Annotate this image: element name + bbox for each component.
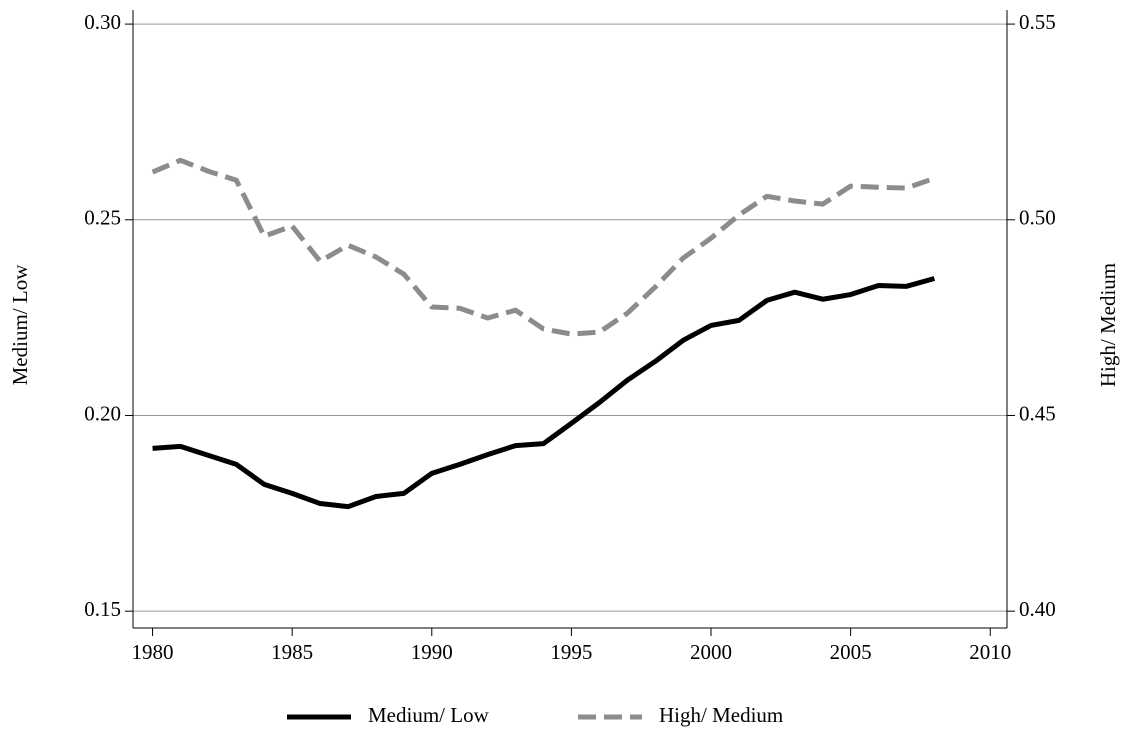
y2-axis-label: High/ Medium [1096, 263, 1120, 387]
x-tick-label: 1985 [271, 640, 313, 664]
x-tick-label: 2005 [830, 640, 872, 664]
x-tick-label: 1980 [132, 640, 174, 664]
y2-tick-label: 0.55 [1019, 10, 1056, 34]
y-tick-label: 0.25 [84, 206, 121, 230]
y-axis-label: Medium/ Low [8, 264, 32, 386]
data-line [152, 276, 936, 510]
x-tick-label: 1990 [411, 640, 453, 664]
y-tick-label: 0.20 [84, 401, 121, 425]
y-tick-label: 0.15 [84, 597, 121, 621]
x-tick-label: 2010 [969, 640, 1011, 664]
x-tick-label: 1995 [550, 640, 592, 664]
legend-label: High/ Medium [659, 703, 783, 727]
y2-tick-label: 0.50 [1019, 206, 1056, 230]
y2-tick-label: 0.40 [1019, 597, 1056, 621]
legend-label: Medium/ Low [368, 703, 490, 727]
y-tick-label: 0.30 [84, 10, 121, 34]
data-line [151, 157, 936, 337]
y2-tick-label: 0.45 [1019, 401, 1056, 425]
x-tick-label: 2000 [690, 640, 732, 664]
